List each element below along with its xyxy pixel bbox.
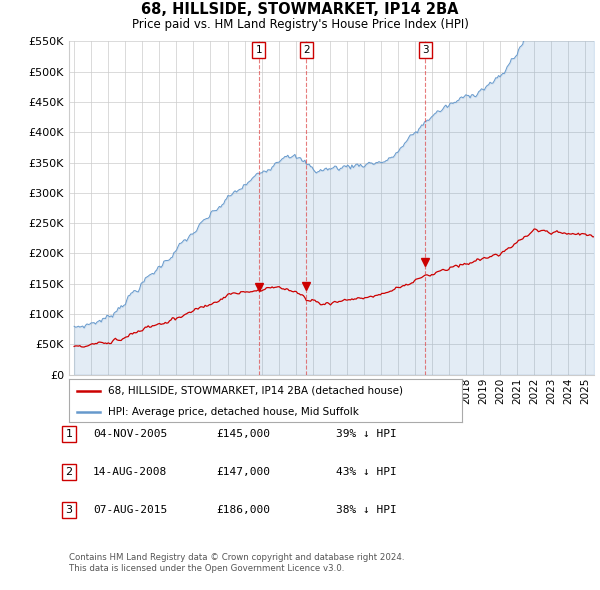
Text: 39% ↓ HPI: 39% ↓ HPI [336,429,397,438]
Text: HPI: Average price, detached house, Mid Suffolk: HPI: Average price, detached house, Mid … [109,407,359,417]
Text: 68, HILLSIDE, STOWMARKET, IP14 2BA (detached house): 68, HILLSIDE, STOWMARKET, IP14 2BA (deta… [109,386,403,396]
Text: 68, HILLSIDE, STOWMARKET, IP14 2BA: 68, HILLSIDE, STOWMARKET, IP14 2BA [141,2,459,17]
Text: 07-AUG-2015: 07-AUG-2015 [93,506,167,515]
Text: 38% ↓ HPI: 38% ↓ HPI [336,506,397,515]
Text: 2: 2 [303,45,310,55]
Text: £147,000: £147,000 [216,467,270,477]
Text: 04-NOV-2005: 04-NOV-2005 [93,429,167,438]
Text: Contains HM Land Registry data © Crown copyright and database right 2024.
This d: Contains HM Land Registry data © Crown c… [69,553,404,573]
Text: 43% ↓ HPI: 43% ↓ HPI [336,467,397,477]
Text: 2: 2 [65,467,73,477]
Text: £145,000: £145,000 [216,429,270,438]
Text: 3: 3 [65,506,73,515]
Text: 3: 3 [422,45,428,55]
Text: 1: 1 [256,45,262,55]
Text: 14-AUG-2008: 14-AUG-2008 [93,467,167,477]
Text: Price paid vs. HM Land Registry's House Price Index (HPI): Price paid vs. HM Land Registry's House … [131,18,469,31]
Text: 1: 1 [65,429,73,438]
Text: £186,000: £186,000 [216,506,270,515]
